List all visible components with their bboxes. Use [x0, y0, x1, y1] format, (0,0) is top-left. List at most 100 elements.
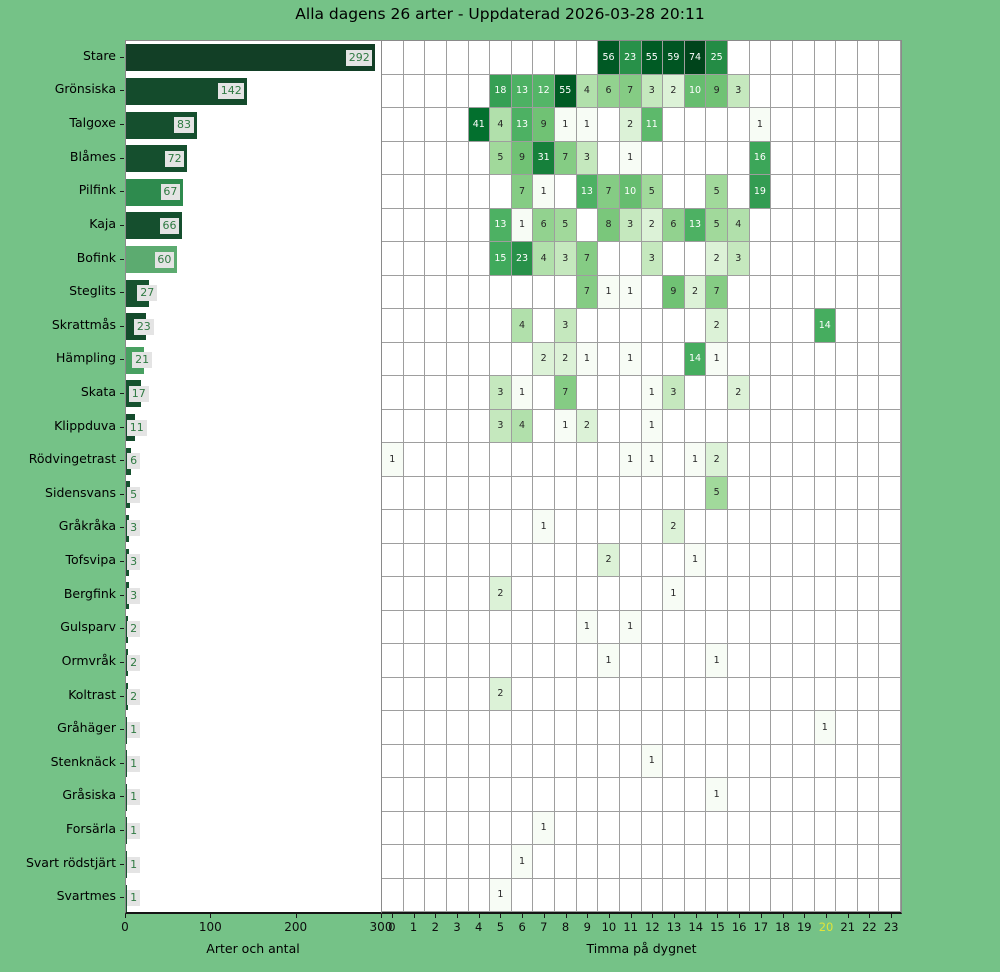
heatmap-cell — [619, 644, 642, 678]
heatmap-cell — [792, 677, 815, 711]
bar-value-badge: 1 — [127, 822, 141, 839]
species-tick-mark — [120, 460, 124, 462]
heatmap-cell — [533, 275, 555, 309]
heatmap-cell — [641, 878, 664, 912]
heatmap-cell — [684, 108, 707, 142]
heatmap-cell — [425, 543, 447, 577]
species-tick-mark — [120, 426, 124, 428]
heatmap-cell — [749, 309, 772, 343]
species-tick-mark — [120, 258, 124, 260]
heatmap-cell — [511, 677, 534, 711]
hour-tick-label: 3 — [453, 920, 461, 934]
heatmap-cell — [403, 41, 426, 75]
heatmap-cell — [728, 108, 750, 142]
heatmap-cell — [749, 610, 772, 644]
heatmap-cell — [555, 644, 577, 678]
heatmap-cell — [857, 644, 880, 678]
heatmap-cell — [425, 443, 447, 477]
bar-value-badge: 5 — [127, 486, 141, 503]
heatmap-cell — [446, 74, 469, 108]
heatmap-cell — [857, 41, 880, 75]
heatmap-cell: 2 — [663, 74, 685, 108]
heatmap-cell — [792, 242, 815, 276]
heatmap-cell — [403, 677, 426, 711]
heatmap-cell — [382, 409, 404, 443]
hour-tick-label: 7 — [540, 920, 548, 934]
heatmap-cell — [771, 141, 793, 175]
heatmap-cell — [382, 778, 404, 812]
heatmap-cell — [771, 778, 793, 812]
heatmap-cell — [533, 443, 555, 477]
heatmap-cell — [879, 443, 901, 477]
heatmap-cell — [533, 476, 555, 510]
heatmap-cell: 1 — [555, 108, 577, 142]
hour-tick-label: 12 — [645, 920, 660, 934]
heatmap-cell — [684, 577, 707, 611]
heatmap-cell — [814, 610, 837, 644]
heatmap-cell — [533, 577, 555, 611]
hour-tick-mark — [456, 914, 458, 918]
species-tick-mark — [120, 829, 124, 831]
heatmap-cell — [576, 510, 599, 544]
hour-tick-label-current: 20 — [818, 920, 834, 934]
heatmap-cell — [468, 141, 491, 175]
heatmap-cell — [555, 878, 577, 912]
heatmap-cell — [382, 476, 404, 510]
hour-tick-label: 16 — [731, 920, 747, 934]
hour-tick-mark — [826, 914, 828, 918]
hour-tick-label: 22 — [862, 920, 877, 934]
heatmap-cell — [814, 543, 837, 577]
heatmap-cell — [576, 208, 599, 242]
heatmap-cell — [857, 275, 880, 309]
heatmap-cell — [382, 811, 404, 845]
heatmap-cell — [728, 476, 750, 510]
heatmap-cell — [555, 778, 577, 812]
hour-tick-mark — [891, 914, 893, 918]
heatmap-cell — [879, 644, 901, 678]
heatmap-cell — [425, 208, 447, 242]
heatmap-cell: 2 — [598, 543, 620, 577]
heatmap-cell: 6 — [598, 74, 620, 108]
heatmap-cell — [425, 41, 447, 75]
heatmap-cell — [857, 208, 880, 242]
species-label: Svart rödstjärt — [25, 854, 116, 870]
heatmap-cell — [792, 376, 815, 410]
heatmap-cell — [403, 342, 426, 376]
heatmap-cell: 1 — [641, 744, 664, 778]
heatmap-cell — [576, 744, 599, 778]
heatmap-cell — [684, 744, 707, 778]
heatmap-cell — [641, 610, 664, 644]
hour-tick-label: 10 — [601, 920, 617, 934]
heatmap-cell — [879, 208, 901, 242]
heatmap-cell: 1 — [684, 443, 707, 477]
heatmap-cell — [555, 744, 577, 778]
heatmap-cell — [792, 41, 815, 75]
hour-tick-mark — [500, 914, 502, 918]
heatmap-cell — [792, 342, 815, 376]
heatmap-cell — [382, 108, 404, 142]
hour-tick-mark — [630, 914, 632, 918]
heatmap-cell — [555, 543, 577, 577]
heatmap-cell — [728, 141, 750, 175]
heatmap-cell — [425, 577, 447, 611]
heatmap-cell: 1 — [576, 342, 599, 376]
heatmap-cell — [684, 878, 707, 912]
species-label: Bofink — [76, 249, 116, 265]
heatmap-cell — [771, 342, 793, 376]
bar-value-badge: 3 — [127, 587, 141, 604]
heatmap-cell — [598, 510, 620, 544]
heatmap-cell — [836, 141, 858, 175]
heatmap-cell — [598, 778, 620, 812]
heatmap-cell — [468, 41, 491, 75]
heatmap-cell — [814, 409, 837, 443]
heatmap-cell — [576, 309, 599, 343]
heatmap-cell — [728, 510, 750, 544]
heatmap-cell — [533, 677, 555, 711]
bar-value-badge: 83 — [174, 117, 194, 134]
heatmap-cell: 11 — [641, 108, 664, 142]
heatmap-cell — [879, 41, 901, 75]
heatmap-cell: 1 — [684, 543, 707, 577]
heatmap-cell — [771, 510, 793, 544]
heatmap-cell — [792, 543, 815, 577]
heatmap-cell — [728, 845, 750, 879]
